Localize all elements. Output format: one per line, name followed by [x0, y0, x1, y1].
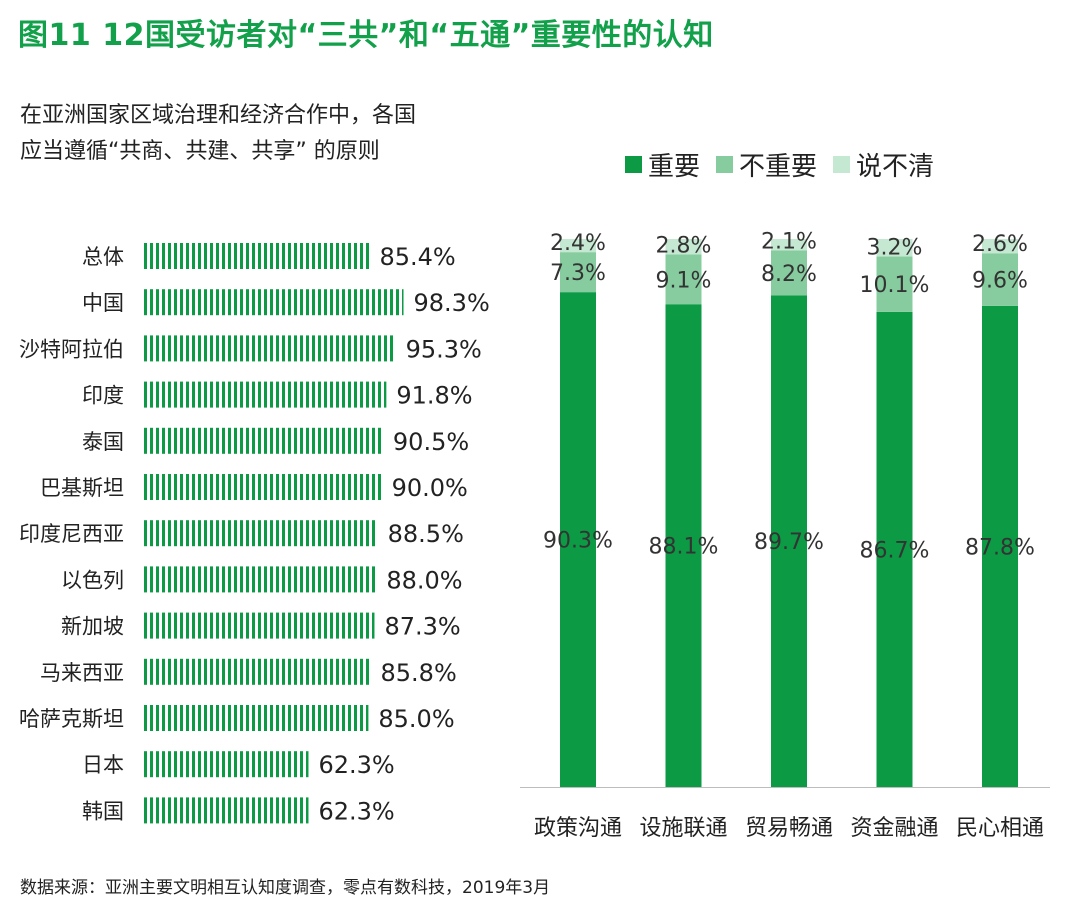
country-label: 日本	[82, 753, 124, 777]
legend-item-not-important: 不重要	[716, 146, 817, 183]
left-chart-subtitle: 在亚洲国家区域治理和经济合作中，各国 应当遵循“共商、共建、共享” 的原则	[20, 98, 416, 170]
country-value-label: 88.0%	[386, 566, 462, 594]
legend-item-important: 重要	[625, 146, 700, 183]
left-subtitle-line-2: 应当遵循“共商、共建、共享” 的原则	[20, 139, 380, 164]
segment-unclear	[982, 239, 1018, 254]
country-value-label: 85.8%	[381, 659, 457, 687]
country-label: 沙特阿拉伯	[19, 337, 124, 361]
segment-label-important: 88.1%	[649, 535, 719, 560]
segment-label-unclear: 2.6%	[972, 232, 1028, 257]
segment-label-not-important: 7.3%	[550, 261, 606, 286]
country-bar	[144, 474, 382, 500]
segment-label-unclear: 2.1%	[761, 230, 817, 255]
legend: 重要 不重要 说不清	[625, 146, 934, 183]
segment-label-not-important: 10.1%	[860, 273, 930, 298]
country-bar	[144, 566, 377, 593]
x-category-label: 资金融通	[850, 816, 938, 841]
segment-important	[982, 305, 1018, 787]
segment-not-important	[771, 250, 807, 296]
country-bar	[144, 612, 375, 639]
x-category-label: 政策沟通	[534, 816, 622, 841]
legend-label-unclear: 说不清	[856, 152, 935, 182]
country-value-label: 62.3%	[318, 797, 394, 825]
country-bar	[144, 705, 369, 731]
segment-label-not-important: 9.1%	[656, 268, 712, 293]
x-category-label: 民心相通	[956, 816, 1044, 841]
legend-item-unclear: 说不清	[833, 146, 934, 183]
x-category-label: 贸易畅通	[745, 816, 833, 841]
country-value-label: 88.5%	[388, 520, 464, 548]
segment-unclear	[771, 239, 807, 251]
country-bar	[144, 335, 396, 362]
country-bar-chart: 总体 85.4% 中国 98.3% 沙特阿拉伯 95.3% 印度 91.8% 泰国 90.5% 巴基…	[19, 243, 490, 825]
country-bar	[144, 751, 309, 778]
country-bar	[144, 243, 370, 269]
segment-label-not-important: 9.6%	[972, 269, 1028, 294]
country-label: 韩国	[82, 799, 124, 823]
legend-swatch-unclear	[833, 156, 851, 173]
country-bar	[144, 797, 309, 824]
country-label: 印度尼西亚	[19, 522, 124, 546]
segment-unclear	[876, 239, 913, 257]
segment-unclear	[665, 239, 702, 255]
legend-swatch-not-important	[716, 156, 734, 173]
country-bar	[144, 658, 371, 685]
country-label: 泰国	[82, 430, 124, 454]
country-value-label: 98.3%	[414, 289, 490, 317]
segment-label-important: 89.7%	[754, 530, 824, 555]
source-note: 数据来源：亚洲主要文明相互认知度调查，零点有数科技，2019年3月	[20, 878, 551, 898]
segment-important	[876, 311, 913, 787]
country-value-label: 62.3%	[318, 751, 394, 779]
segment-not-important	[665, 254, 702, 305]
legend-label-important: 重要	[648, 152, 701, 182]
left-subtitle-line-1: 在亚洲国家区域治理和经济合作中，各国	[20, 103, 417, 128]
country-value-label: 85.4%	[379, 243, 455, 271]
segment-label-unclear: 3.2%	[867, 236, 923, 261]
x-category-label: 设施联通	[639, 816, 727, 841]
country-label: 巴基斯坦	[40, 476, 124, 500]
country-value-label: 91.8%	[396, 382, 472, 410]
country-label: 马来西亚	[40, 661, 124, 685]
country-bar	[144, 381, 387, 408]
country-label: 以色列	[61, 568, 124, 592]
country-value-label: 87.3%	[384, 613, 460, 641]
segment-not-important	[560, 252, 596, 293]
country-bar	[144, 520, 378, 547]
segment-important	[560, 292, 596, 787]
country-label: 哈萨克斯坦	[19, 707, 124, 731]
segment-unclear	[560, 239, 596, 253]
segment-label-important: 90.3%	[543, 529, 613, 554]
country-value-label: 90.0%	[392, 474, 468, 502]
segment-not-important	[982, 253, 1018, 306]
country-value-label: 95.3%	[406, 335, 482, 363]
country-value-label: 90.5%	[393, 428, 469, 456]
country-label: 印度	[82, 384, 124, 408]
chart-title: 图11 12国受访者对“三共”和“五通”重要性的认知	[18, 18, 714, 53]
segment-label-unclear: 2.4%	[550, 231, 606, 256]
legend-swatch-important	[625, 156, 642, 173]
segment-label-not-important: 8.2%	[761, 262, 817, 287]
country-bar	[144, 427, 383, 454]
country-label: 中国	[82, 291, 124, 315]
segment-label-important: 86.7%	[860, 538, 930, 563]
five-links-stacked-chart: 90.3% 7.3% 2.4% 政策沟通 88.1% 9.1% 2.8% 设施联通 89.7% 8…	[520, 230, 1050, 841]
country-bar	[144, 289, 404, 316]
country-value-label: 85.0%	[378, 705, 454, 733]
segment-not-important	[876, 256, 913, 312]
country-label: 新加坡	[61, 615, 124, 639]
segment-important	[771, 295, 807, 787]
country-label: 总体	[82, 245, 124, 269]
segment-label-important: 87.8%	[965, 535, 1035, 560]
segment-label-unclear: 2.8%	[656, 233, 712, 258]
legend-label-not-important: 不重要	[739, 152, 818, 182]
segment-important	[665, 304, 702, 787]
